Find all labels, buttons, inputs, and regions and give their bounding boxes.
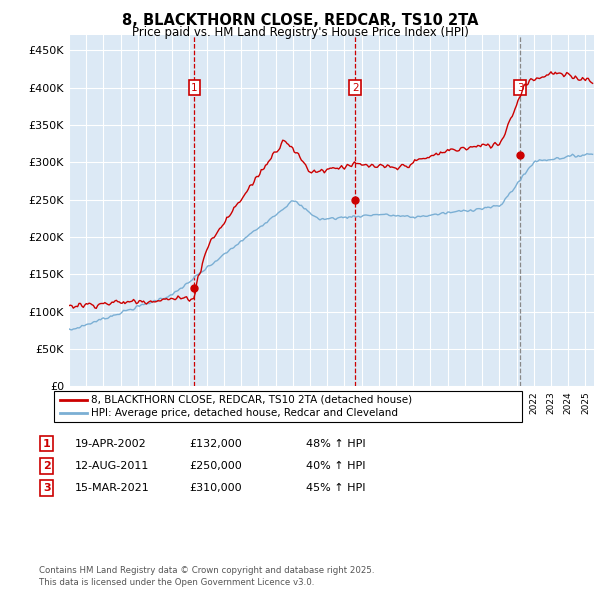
Text: 8, BLACKTHORN CLOSE, REDCAR, TS10 2TA: 8, BLACKTHORN CLOSE, REDCAR, TS10 2TA: [122, 13, 478, 28]
Text: £250,000: £250,000: [189, 461, 242, 471]
Text: 1: 1: [43, 439, 50, 448]
Text: 2: 2: [352, 83, 358, 93]
Text: 15-MAR-2021: 15-MAR-2021: [75, 483, 150, 493]
Text: 19-APR-2002: 19-APR-2002: [75, 439, 147, 448]
Text: 1: 1: [191, 83, 198, 93]
Text: Contains HM Land Registry data © Crown copyright and database right 2025.
This d: Contains HM Land Registry data © Crown c…: [39, 566, 374, 587]
Text: 45% ↑ HPI: 45% ↑ HPI: [306, 483, 365, 493]
Text: £310,000: £310,000: [189, 483, 242, 493]
Text: 48% ↑ HPI: 48% ↑ HPI: [306, 439, 365, 448]
Text: £132,000: £132,000: [189, 439, 242, 448]
Text: 3: 3: [517, 83, 523, 93]
Text: Price paid vs. HM Land Registry's House Price Index (HPI): Price paid vs. HM Land Registry's House …: [131, 26, 469, 39]
Text: HPI: Average price, detached house, Redcar and Cleveland: HPI: Average price, detached house, Redc…: [91, 408, 398, 418]
Text: 2: 2: [43, 461, 50, 471]
Text: 8, BLACKTHORN CLOSE, REDCAR, TS10 2TA (detached house): 8, BLACKTHORN CLOSE, REDCAR, TS10 2TA (d…: [91, 395, 412, 405]
Text: 3: 3: [43, 483, 50, 493]
Text: 12-AUG-2011: 12-AUG-2011: [75, 461, 149, 471]
Text: 40% ↑ HPI: 40% ↑ HPI: [306, 461, 365, 471]
